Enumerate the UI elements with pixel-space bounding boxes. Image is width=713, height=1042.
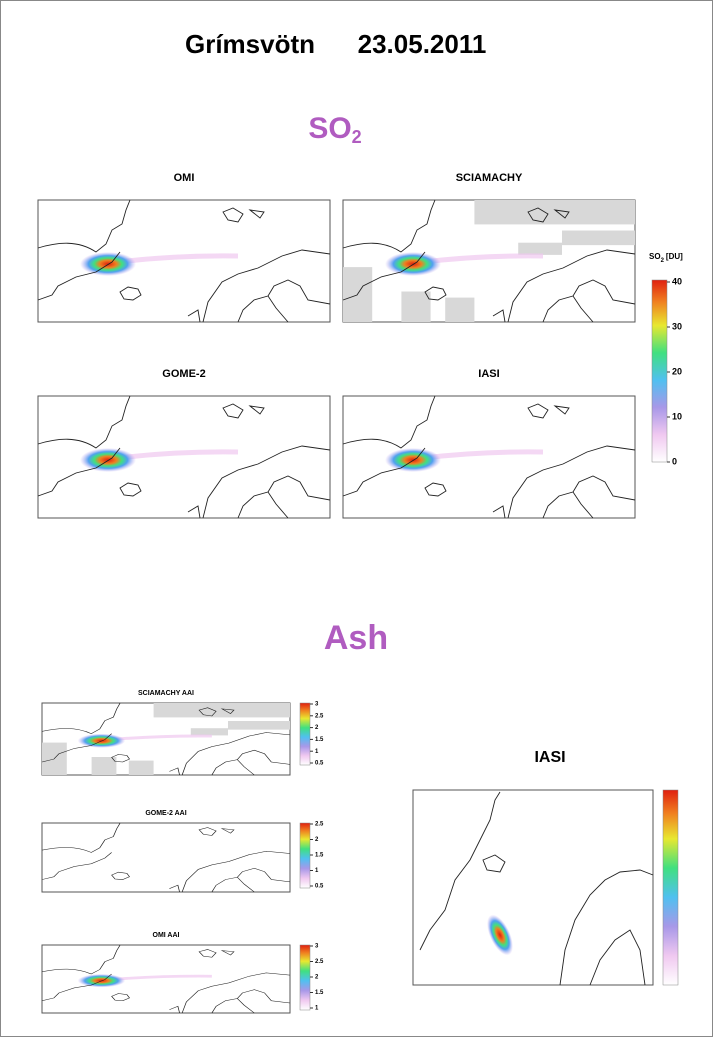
- ash-panels: SCIAMACHY AAI 0.5 1 1.5 2 2.5 3 GOME-2 AAI 0.5 1 1…: [42, 690, 324, 1013]
- so2-heading: SO2: [308, 112, 361, 147]
- tick-label: 1.5: [315, 737, 324, 743]
- panel-title: SCIAMACHY AAI: [138, 690, 194, 697]
- tick-label: 2: [315, 725, 319, 731]
- tick-label: 3: [315, 944, 319, 950]
- tick-label: 1: [315, 868, 319, 874]
- tick-label: 0.5: [315, 761, 324, 767]
- iasi-ash-map: [413, 790, 678, 985]
- iasi-colorbar: [663, 790, 678, 985]
- no-data-area: [518, 243, 562, 255]
- no-data-area: [154, 703, 290, 717]
- iasi-ash-title: IASI: [534, 749, 565, 766]
- tick-label: 1.5: [315, 853, 324, 859]
- no-data-area: [92, 757, 117, 775]
- panel-title: OMI AAI: [153, 932, 180, 939]
- label-text: SO: [649, 252, 661, 261]
- panel-title: OMI: [174, 172, 195, 184]
- map-frame: [413, 790, 653, 985]
- tick-label: 40: [672, 276, 682, 286]
- panel-title: GOME-2 AAI: [145, 810, 186, 817]
- panel-title: IASI: [478, 368, 499, 380]
- tick-label: 2.5: [315, 713, 324, 719]
- map: [42, 823, 290, 892]
- no-data-area: [228, 721, 290, 730]
- no-data-area: [191, 728, 228, 735]
- tick-label: 3: [315, 702, 319, 708]
- figure: Grímsvötn 23.05.2011 SO2 OMISCIAMACHYGOM…: [0, 0, 713, 1037]
- tick-label: 20: [672, 366, 682, 376]
- tick-label: 2.5: [315, 959, 324, 965]
- ash-heading: Ash: [324, 619, 388, 657]
- label-unit: [DU]: [666, 252, 683, 261]
- tick-label: 2: [315, 975, 319, 981]
- map: [343, 396, 635, 518]
- so2-ticks: 0 10 20 30 40: [667, 276, 682, 466]
- label-subscript: 2: [661, 258, 665, 264]
- map-frame: [42, 823, 290, 892]
- colorbar: [300, 703, 310, 765]
- colorbar: [300, 823, 310, 888]
- map: [42, 703, 290, 775]
- map: [42, 945, 290, 1013]
- map: [38, 396, 330, 518]
- volcano-name: Grímsvötn: [185, 29, 315, 59]
- map: [38, 200, 330, 322]
- tick-label: 0: [672, 456, 677, 466]
- tick-label: 2.5: [315, 822, 324, 828]
- heading-subscript: 2: [352, 127, 362, 147]
- no-data-area: [129, 761, 154, 775]
- tick-label: 30: [672, 321, 682, 331]
- tick-label: 1: [315, 1006, 319, 1012]
- no-data-area: [474, 200, 635, 224]
- colorbar-label: SO2[DU]: [649, 252, 683, 263]
- colorbar: [300, 945, 310, 1010]
- tick-label: 2: [315, 837, 319, 843]
- tick-label: 1: [315, 749, 319, 755]
- map: [343, 200, 635, 322]
- so2-colorbar: [652, 280, 667, 462]
- tick-label: 1.5: [315, 990, 324, 996]
- tick-label: 0.5: [315, 884, 324, 890]
- date: 23.05.2011: [358, 29, 487, 59]
- heading-text: SO: [308, 112, 351, 145]
- tick-label: 10: [672, 411, 682, 421]
- panel-title: SCIAMACHY: [456, 172, 523, 184]
- no-data-area: [562, 231, 635, 246]
- so2-panels: OMI SCIAMACHY GOME-2 IASI: [38, 172, 635, 518]
- panel-title: GOME-2: [162, 368, 205, 380]
- no-data-area: [445, 298, 474, 322]
- no-data-area: [401, 292, 430, 323]
